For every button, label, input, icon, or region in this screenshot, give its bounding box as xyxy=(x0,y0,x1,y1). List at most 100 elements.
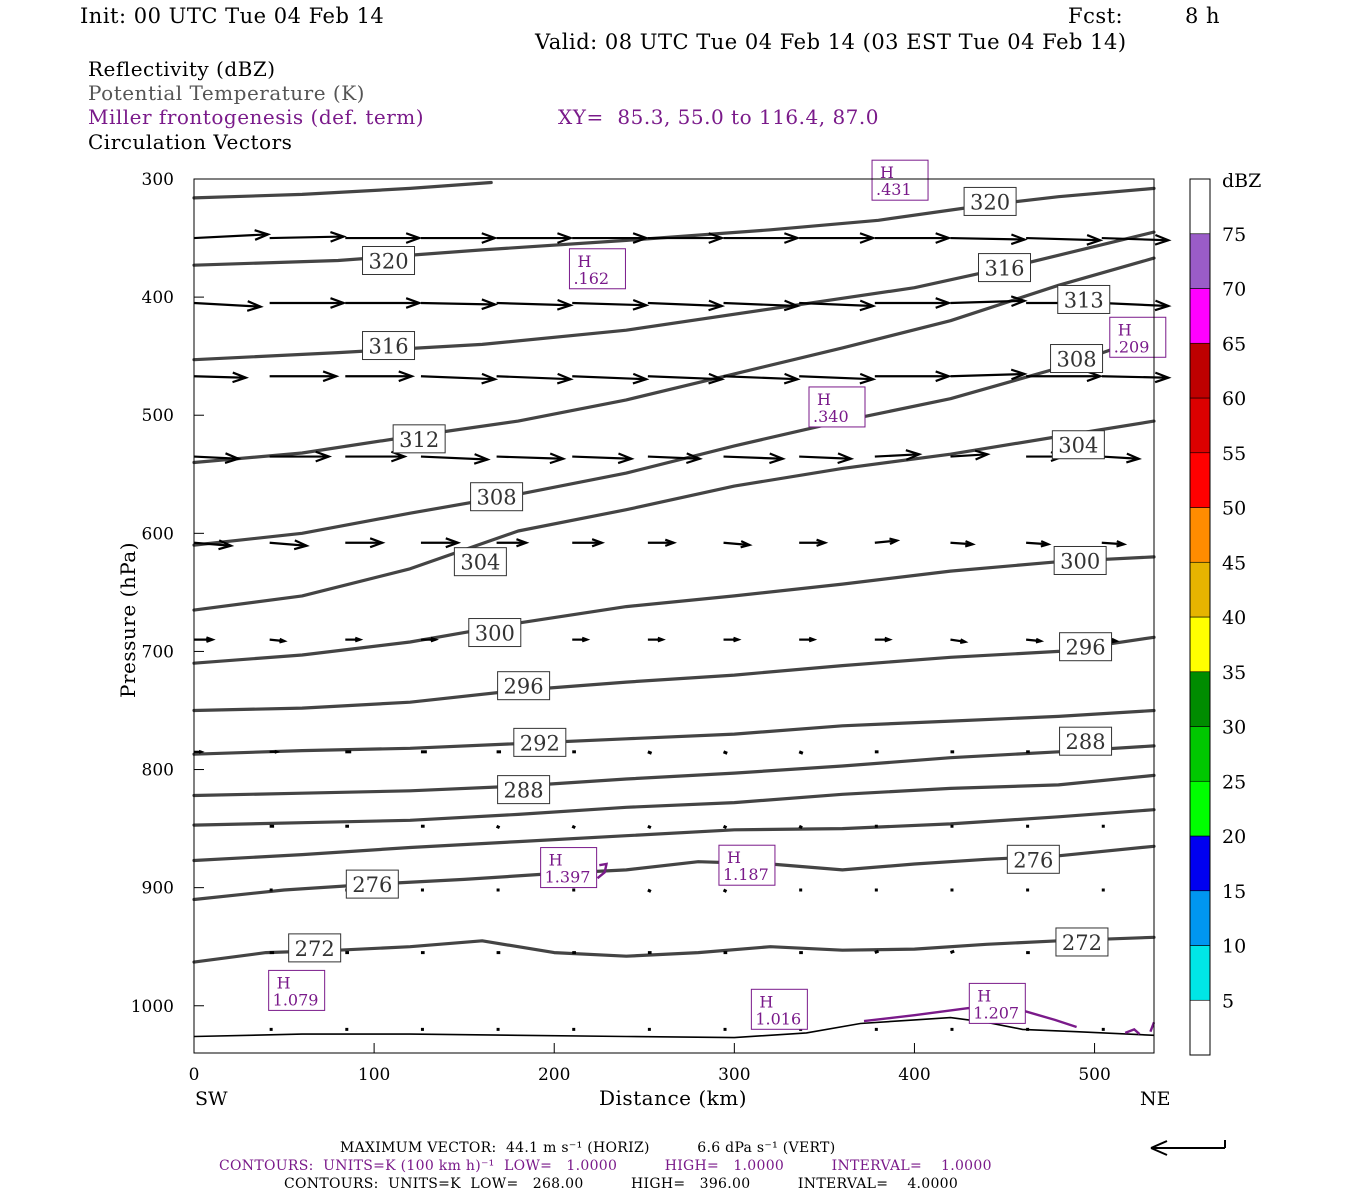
colorbar-segment xyxy=(1189,507,1211,563)
circulation-vector xyxy=(194,636,216,643)
circulation-vector xyxy=(798,824,803,830)
contour-label-288: 288 xyxy=(1059,726,1113,756)
circulation-vector xyxy=(799,452,855,465)
circulation-vector xyxy=(345,450,408,463)
circulation-vector xyxy=(874,636,893,643)
svg-text:H: H xyxy=(577,252,591,271)
contour-label-276: 276 xyxy=(1006,844,1060,874)
circulation-vector xyxy=(1026,637,1045,644)
colorbar-unit: dBZ xyxy=(1222,170,1261,192)
circulation-vector xyxy=(269,539,310,551)
circulation-vector xyxy=(874,537,901,545)
forecast-hour: 8 h xyxy=(1185,4,1221,28)
fronto-max-1.207: H1.207 xyxy=(968,982,1026,1024)
svg-text:308: 308 xyxy=(1057,348,1097,372)
circulation-vector xyxy=(1101,540,1128,548)
circulation-vector xyxy=(723,372,801,385)
svg-text:.340: .340 xyxy=(813,407,849,426)
svg-text:.209: .209 xyxy=(1114,337,1150,356)
colorbar-label-70: 70 xyxy=(1222,279,1246,301)
circulation-vector xyxy=(269,230,347,243)
circulation-vector xyxy=(799,372,877,385)
circulation-vector xyxy=(420,537,462,549)
circulation-vector xyxy=(798,750,804,755)
circulation-vector xyxy=(572,372,650,385)
svg-text:313: 313 xyxy=(1064,288,1104,312)
circulation-vectors xyxy=(193,229,1172,1031)
colorbar-segment xyxy=(1189,780,1211,837)
contour-label-316: 316 xyxy=(362,331,416,361)
theta-contour-284 xyxy=(192,773,1156,827)
svg-text:272: 272 xyxy=(1062,931,1102,955)
theta-contour-272 xyxy=(192,935,1156,964)
colorbar-segment xyxy=(1189,342,1211,399)
colorbar-segment xyxy=(1189,835,1211,892)
circulation-vector xyxy=(874,949,880,955)
colorbar-label-75: 75 xyxy=(1222,224,1246,246)
circulation-vector xyxy=(647,888,652,893)
colorbar-segment xyxy=(1189,890,1211,946)
svg-text:276: 276 xyxy=(352,873,392,897)
circulation-vector xyxy=(269,370,340,383)
svg-text:H: H xyxy=(727,848,741,867)
circulation-vector xyxy=(722,824,728,830)
colorbar-label-65: 65 xyxy=(1222,333,1246,355)
circulation-vector xyxy=(647,372,726,385)
circulation-vector xyxy=(1026,540,1052,548)
theta-contour-308 xyxy=(192,333,1156,547)
cross-section-endpoints: XY= 85.3, 55.0 to 116.4, 87.0 xyxy=(558,105,879,129)
circulation-vector xyxy=(799,299,877,312)
circulation-vector xyxy=(269,749,281,754)
fronto-max-1.187: H1.187 xyxy=(718,844,776,886)
circulation-vector xyxy=(572,452,635,465)
circulation-vector xyxy=(723,636,742,643)
contour-label-320: 320 xyxy=(963,186,1017,216)
x-tick-label: 100 xyxy=(358,1065,390,1085)
colorbar-segment xyxy=(1189,999,1211,1056)
x-tick-label: 200 xyxy=(538,1065,570,1085)
contour-label-308: 308 xyxy=(1050,344,1104,374)
svg-text:288: 288 xyxy=(1066,730,1106,754)
contour-labels: 320 320 316 316 312 313 308 308 304 304 300 300 296 2… xyxy=(288,186,1113,963)
svg-text:1.079: 1.079 xyxy=(273,990,319,1009)
circulation-vector xyxy=(420,232,499,244)
svg-text:1.397: 1.397 xyxy=(545,868,591,887)
circulation-vector xyxy=(571,824,576,830)
theta-contour-292 xyxy=(192,708,1156,756)
terrain-profile xyxy=(193,1016,1155,1039)
legend-circulation-vectors: Circulation Vectors xyxy=(88,130,293,154)
svg-text:296: 296 xyxy=(504,675,544,699)
contour-label-308: 308 xyxy=(470,482,524,512)
circulation-vector xyxy=(495,824,501,830)
theta-contours xyxy=(192,180,1156,964)
fronto-max-.340: H.340 xyxy=(808,386,866,428)
y-tick-label: 300 xyxy=(142,170,174,190)
svg-text:272: 272 xyxy=(295,937,335,961)
y-tick-label: 400 xyxy=(142,288,174,308)
contour-label-316: 316 xyxy=(978,253,1032,283)
theta-contour-324 xyxy=(192,180,493,200)
circulation-vector xyxy=(572,538,606,548)
contour-label-272: 272 xyxy=(1055,927,1109,957)
contour-label-296: 296 xyxy=(1059,632,1113,662)
colorbar-label-60: 60 xyxy=(1222,388,1246,410)
svg-text:H: H xyxy=(880,163,894,182)
contour-label-276: 276 xyxy=(345,869,399,899)
svg-text:300: 300 xyxy=(475,622,515,646)
y-tick-label: 500 xyxy=(142,406,174,426)
circulation-vector xyxy=(722,888,728,893)
y-tick-label: 700 xyxy=(142,642,174,662)
valid-time: Valid: 08 UTC Tue 04 Feb 14 (03 EST Tue … xyxy=(535,30,1127,54)
circulation-vector xyxy=(420,453,491,465)
svg-text:H: H xyxy=(977,986,991,1005)
circulation-vector xyxy=(496,232,574,244)
init-time: Init: 00 UTC Tue 04 Feb 14 xyxy=(80,4,385,28)
fronto-max-.431: H.431 xyxy=(871,159,929,201)
circulation-vector xyxy=(420,636,439,643)
contour-label-300: 300 xyxy=(1053,545,1107,575)
x-axis-label: Distance (km) xyxy=(599,1086,747,1110)
circulation-vector xyxy=(647,232,726,244)
legend-reflectivity: Reflectivity (dBZ) xyxy=(88,57,276,81)
y-tick-label: 1000 xyxy=(131,997,174,1017)
contour-label-292: 292 xyxy=(513,727,567,757)
